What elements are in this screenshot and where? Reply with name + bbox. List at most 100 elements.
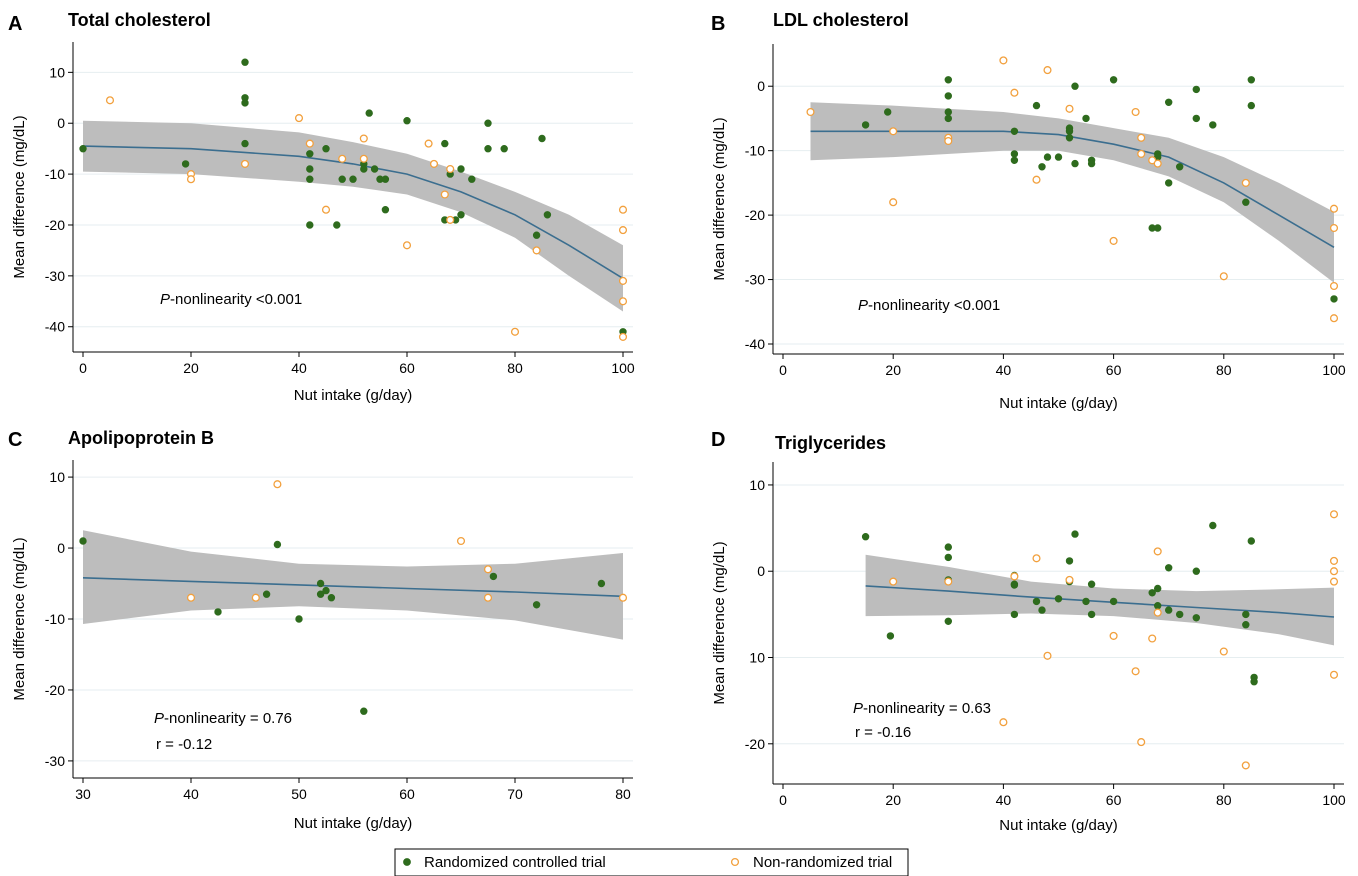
x-tick-label: 20 bbox=[885, 362, 901, 378]
y-tick-label: -10 bbox=[45, 166, 65, 182]
data-point bbox=[1153, 601, 1162, 610]
data-point bbox=[1043, 153, 1052, 161]
data-point bbox=[1010, 610, 1019, 619]
data-point bbox=[1192, 614, 1201, 622]
y-tick-label: -30 bbox=[745, 272, 765, 288]
data-point bbox=[1071, 530, 1079, 538]
legend: Randomized controlled trial Non-randomize… bbox=[394, 848, 909, 876]
data-point bbox=[1153, 224, 1162, 232]
p-value-text: -nonlinearity <0.001 bbox=[170, 291, 302, 308]
data-point bbox=[1175, 610, 1184, 619]
data-point bbox=[360, 707, 368, 715]
data-point bbox=[1247, 101, 1256, 110]
panel-c: C Apolipoprotein B 10 0 -10 -20 -30 30 40 50 60 70 8… bbox=[8, 428, 633, 832]
data-point bbox=[618, 593, 628, 602]
data-point bbox=[1032, 554, 1041, 563]
data-point bbox=[883, 108, 892, 116]
x-tick-label: 80 bbox=[615, 786, 631, 802]
data-point bbox=[457, 211, 465, 219]
data-point bbox=[1153, 584, 1162, 593]
legend-marker-rct bbox=[403, 858, 411, 866]
data-point bbox=[1241, 178, 1250, 187]
data-point bbox=[1329, 281, 1339, 291]
data-point bbox=[483, 593, 493, 602]
p-italic: P bbox=[853, 700, 863, 717]
legend-label-nrt: Non-randomized trial bbox=[753, 854, 892, 871]
data-point bbox=[241, 58, 249, 66]
y-tick-label: 0 bbox=[57, 115, 65, 131]
p-italic: P bbox=[858, 297, 868, 314]
data-point bbox=[306, 175, 314, 183]
data-point bbox=[1329, 314, 1339, 323]
x-axis-label: Nut intake (g/day) bbox=[999, 817, 1117, 834]
data-point bbox=[1010, 127, 1019, 136]
data-point bbox=[316, 590, 325, 598]
data-point bbox=[1329, 223, 1339, 233]
series-rct bbox=[861, 76, 1338, 303]
data-point bbox=[79, 537, 87, 545]
data-point bbox=[1038, 163, 1046, 171]
data-point bbox=[1209, 121, 1217, 129]
x-tick-label: 100 bbox=[1322, 792, 1346, 808]
chart-title: Triglycerides bbox=[775, 433, 886, 453]
x-tick-label: 50 bbox=[291, 786, 307, 802]
data-point bbox=[1010, 88, 1019, 97]
data-point bbox=[441, 139, 449, 148]
y-axis-label: Mean difference (mg/dL) bbox=[711, 117, 728, 280]
data-point bbox=[457, 165, 465, 173]
data-point bbox=[333, 221, 341, 229]
data-point bbox=[1131, 667, 1140, 676]
x-tick-label: 40 bbox=[291, 360, 307, 376]
r-annotation: r = -0.16 bbox=[855, 724, 911, 741]
x-tick-label: 100 bbox=[1322, 362, 1346, 378]
panel-letter: A bbox=[8, 13, 22, 35]
p-nonlinearity-annotation: P-nonlinearity <0.001 bbox=[858, 297, 1000, 314]
data-point bbox=[403, 116, 411, 125]
data-point bbox=[295, 615, 303, 623]
data-point bbox=[861, 121, 870, 129]
data-point bbox=[532, 231, 541, 239]
y-tick-label: -20 bbox=[45, 682, 65, 698]
data-point bbox=[1087, 159, 1096, 168]
data-point bbox=[532, 601, 541, 609]
data-point bbox=[889, 198, 898, 207]
data-point bbox=[861, 532, 870, 541]
data-point bbox=[1065, 557, 1074, 565]
data-point bbox=[543, 211, 552, 219]
y-tick-label: 10 bbox=[749, 650, 765, 666]
x-tick-label: 0 bbox=[79, 360, 87, 376]
data-point bbox=[1109, 631, 1118, 640]
y-tick-label: -20 bbox=[45, 217, 65, 233]
data-point bbox=[1071, 82, 1079, 90]
chart-title: Total cholesterol bbox=[68, 10, 211, 30]
data-point bbox=[262, 590, 271, 598]
x-tick-label: 80 bbox=[1216, 792, 1232, 808]
data-point bbox=[306, 150, 314, 158]
panel-letter: C bbox=[8, 429, 22, 451]
data-point bbox=[1054, 595, 1063, 603]
data-point bbox=[1241, 761, 1250, 770]
data-point bbox=[1164, 564, 1173, 572]
data-point bbox=[1032, 101, 1041, 110]
confidence-band bbox=[83, 120, 623, 312]
data-point bbox=[1247, 76, 1256, 84]
data-point bbox=[500, 145, 508, 153]
y-tick-label: -30 bbox=[45, 268, 65, 284]
x-tick-label: 70 bbox=[507, 786, 523, 802]
data-point bbox=[944, 553, 952, 562]
p-value-text: -nonlinearity <0.001 bbox=[868, 297, 1000, 314]
x-tick-label: 30 bbox=[75, 786, 91, 802]
x-tick-label: 0 bbox=[779, 792, 787, 808]
data-point bbox=[327, 593, 336, 602]
data-point bbox=[1250, 677, 1258, 686]
data-point bbox=[1071, 159, 1079, 168]
data-point bbox=[1219, 272, 1228, 281]
data-point bbox=[1330, 295, 1338, 303]
data-point bbox=[1209, 521, 1217, 530]
data-point bbox=[618, 226, 628, 235]
panel-letter: B bbox=[711, 13, 725, 35]
data-point bbox=[105, 96, 115, 105]
data-point bbox=[1164, 98, 1173, 107]
data-point bbox=[1192, 114, 1201, 123]
y-tick-label: 10 bbox=[749, 477, 765, 493]
